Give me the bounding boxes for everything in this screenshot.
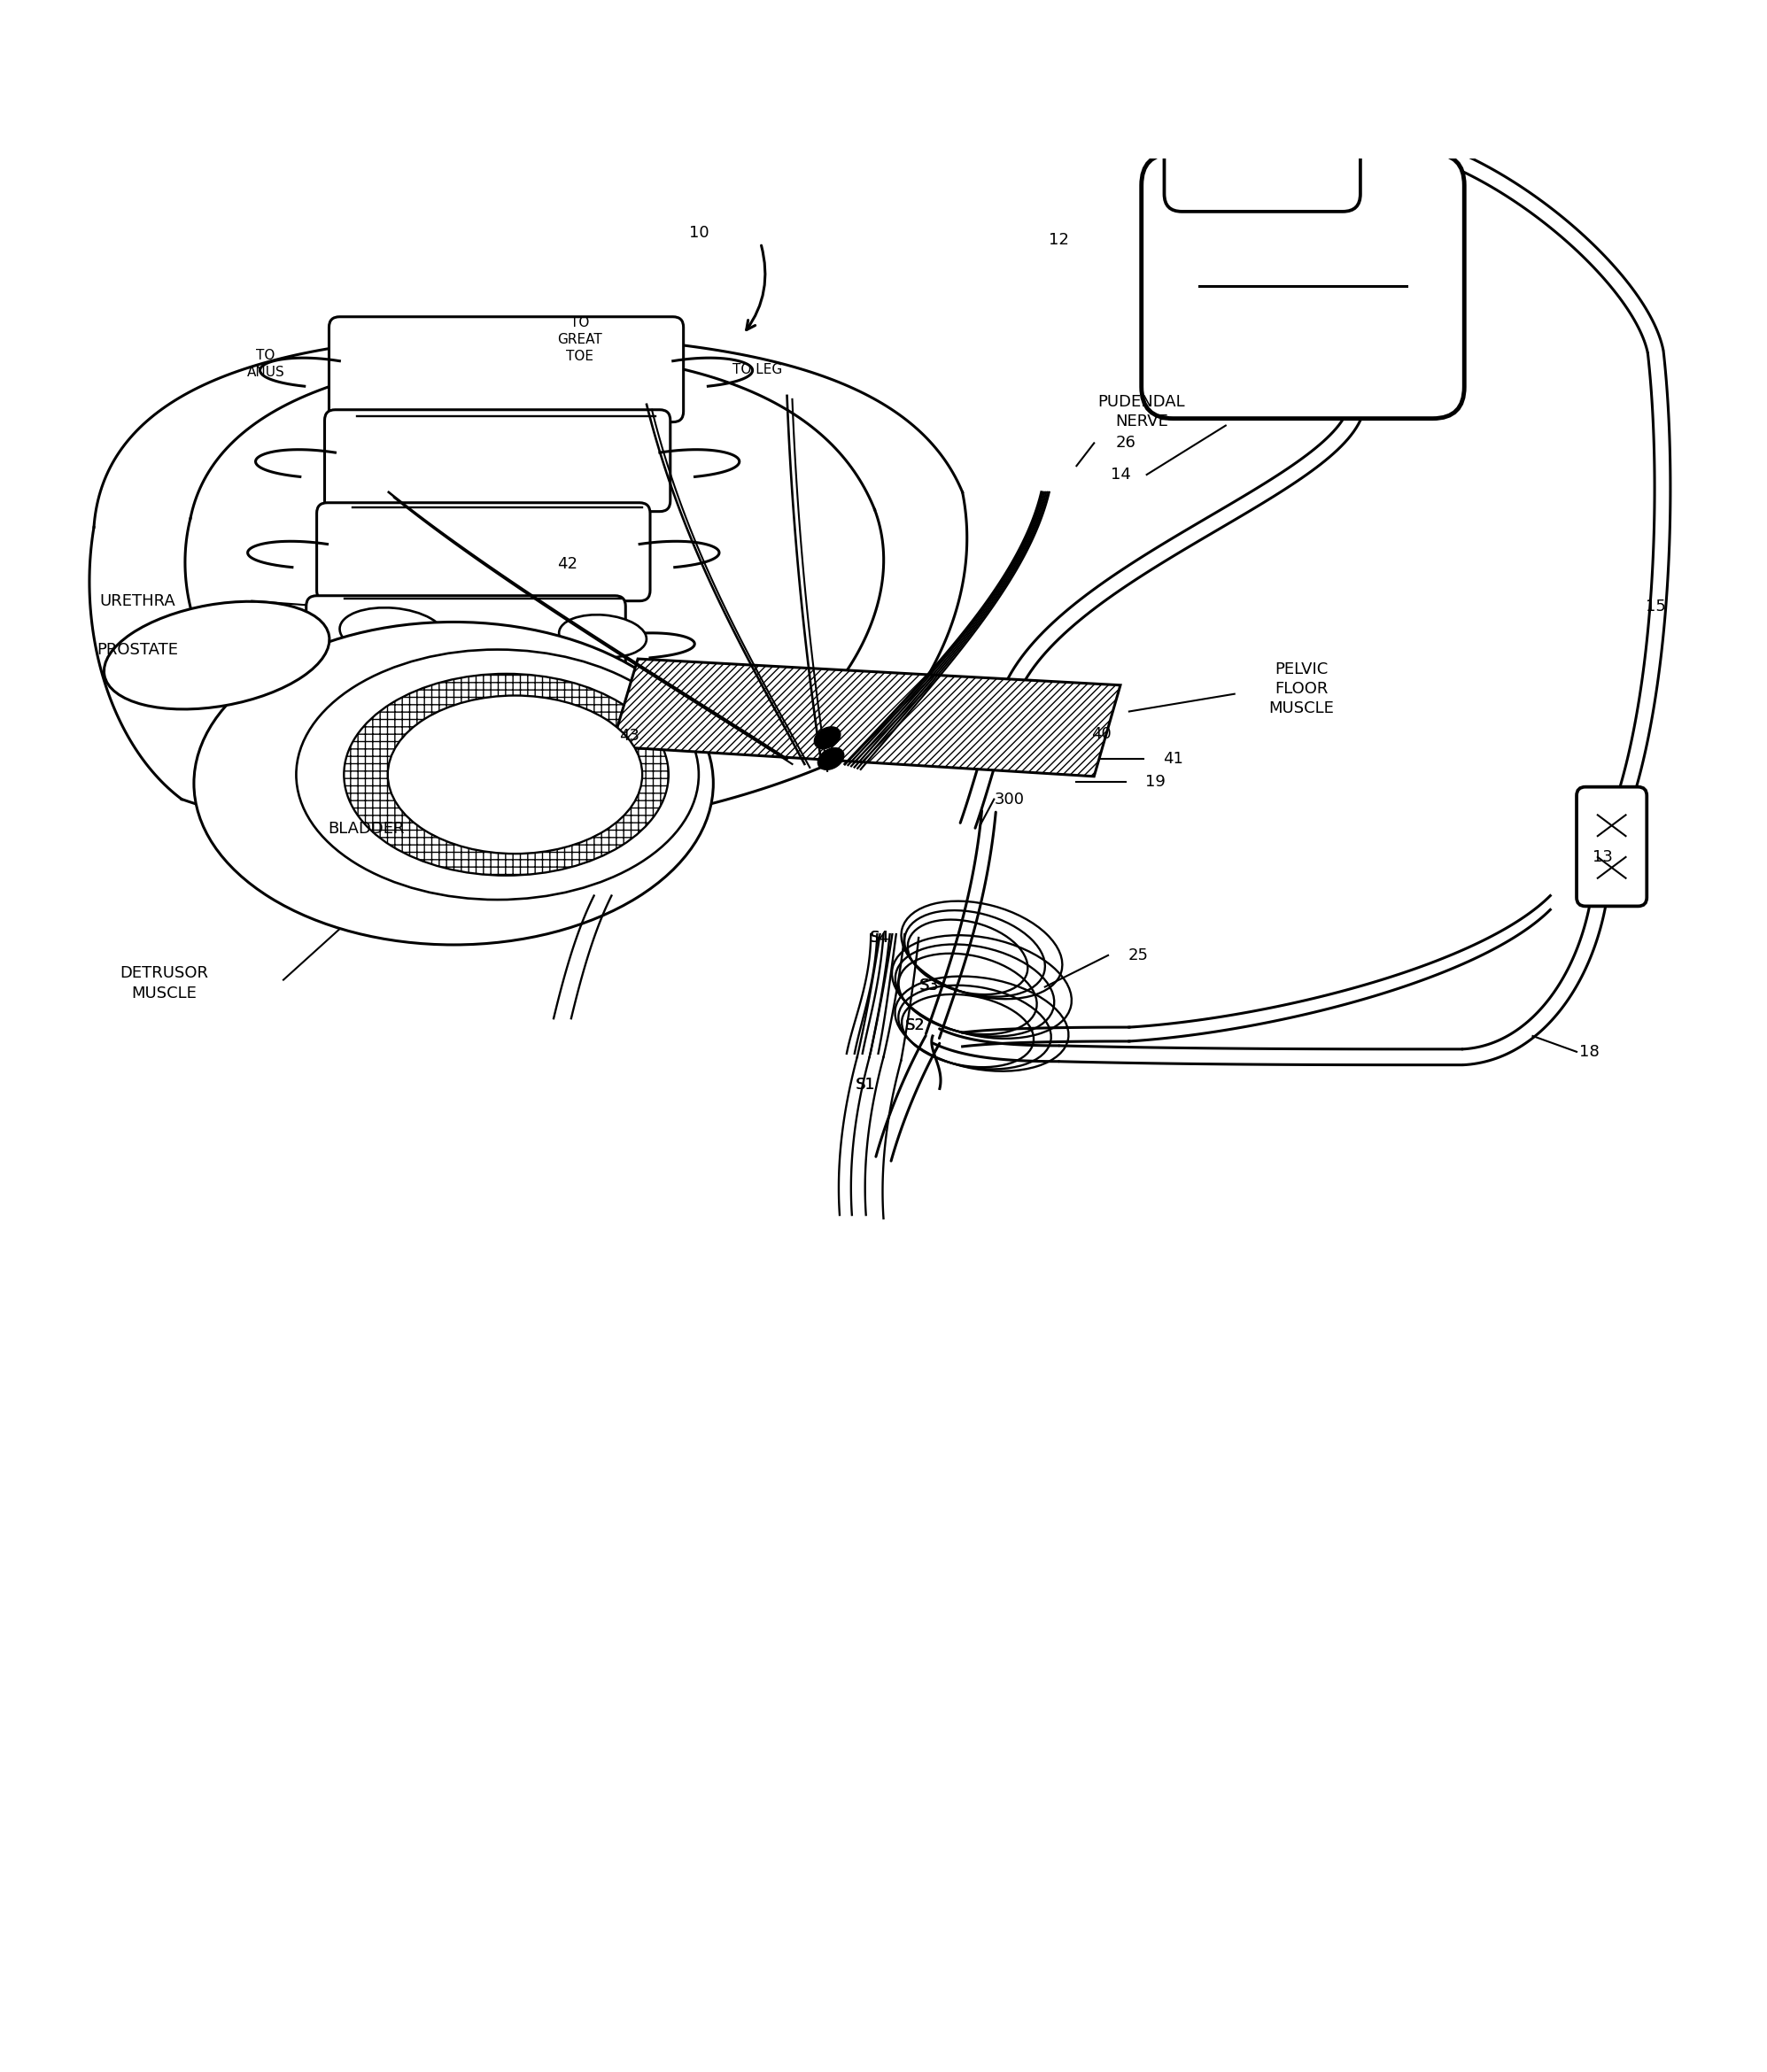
Text: S3: S3 bbox=[919, 978, 940, 992]
Text: PROSTATE: PROSTATE bbox=[97, 642, 178, 659]
Text: 18: 18 bbox=[1578, 1044, 1599, 1059]
Ellipse shape bbox=[564, 673, 641, 713]
Text: S2: S2 bbox=[905, 1017, 926, 1034]
Text: 43: 43 bbox=[618, 727, 640, 744]
Text: 13: 13 bbox=[1592, 850, 1613, 864]
FancyBboxPatch shape bbox=[325, 410, 670, 512]
Text: 41: 41 bbox=[1163, 750, 1184, 767]
Text: S4: S4 bbox=[871, 930, 889, 945]
Text: PELVIC
FLOOR
MUSCLE: PELVIC FLOOR MUSCLE bbox=[1269, 661, 1334, 717]
Text: 14: 14 bbox=[1110, 466, 1131, 483]
Text: 15: 15 bbox=[1645, 599, 1666, 613]
Text: PUDENDAL
NERVE: PUDENDAL NERVE bbox=[1097, 394, 1186, 429]
Text: TO LEG: TO LEG bbox=[732, 363, 783, 375]
FancyBboxPatch shape bbox=[1141, 153, 1465, 419]
FancyBboxPatch shape bbox=[1576, 787, 1647, 905]
Text: TO
GREAT
TOE: TO GREAT TOE bbox=[557, 317, 603, 363]
Text: 12: 12 bbox=[1050, 232, 1069, 247]
Text: S1: S1 bbox=[857, 1077, 875, 1094]
Text: S4: S4 bbox=[869, 930, 891, 945]
Ellipse shape bbox=[558, 615, 647, 657]
FancyBboxPatch shape bbox=[306, 595, 626, 690]
Ellipse shape bbox=[297, 649, 698, 899]
Ellipse shape bbox=[339, 607, 445, 657]
Text: 300: 300 bbox=[995, 792, 1025, 808]
Ellipse shape bbox=[815, 727, 841, 748]
Ellipse shape bbox=[194, 622, 714, 945]
Text: 42: 42 bbox=[557, 555, 578, 572]
Text: TO
ANUS: TO ANUS bbox=[247, 350, 284, 379]
Ellipse shape bbox=[818, 748, 845, 769]
Ellipse shape bbox=[387, 696, 641, 854]
Text: URETHRA: URETHRA bbox=[99, 593, 175, 609]
Text: 25: 25 bbox=[1127, 947, 1149, 963]
Text: 10: 10 bbox=[689, 224, 709, 240]
FancyBboxPatch shape bbox=[329, 317, 684, 423]
Ellipse shape bbox=[345, 673, 668, 876]
FancyBboxPatch shape bbox=[316, 503, 650, 601]
Text: 40: 40 bbox=[1090, 727, 1111, 742]
Text: 26: 26 bbox=[1115, 435, 1136, 452]
Text: 19: 19 bbox=[1145, 773, 1166, 789]
Ellipse shape bbox=[345, 671, 440, 717]
Text: S1: S1 bbox=[855, 1077, 876, 1094]
FancyBboxPatch shape bbox=[1164, 89, 1361, 211]
Text: BLADDER: BLADDER bbox=[327, 821, 405, 837]
Ellipse shape bbox=[104, 601, 329, 709]
Polygon shape bbox=[611, 659, 1120, 777]
Text: DETRUSOR
MUSCLE: DETRUSOR MUSCLE bbox=[120, 966, 209, 1001]
Text: S2: S2 bbox=[906, 1017, 924, 1034]
Text: S3: S3 bbox=[921, 978, 938, 992]
